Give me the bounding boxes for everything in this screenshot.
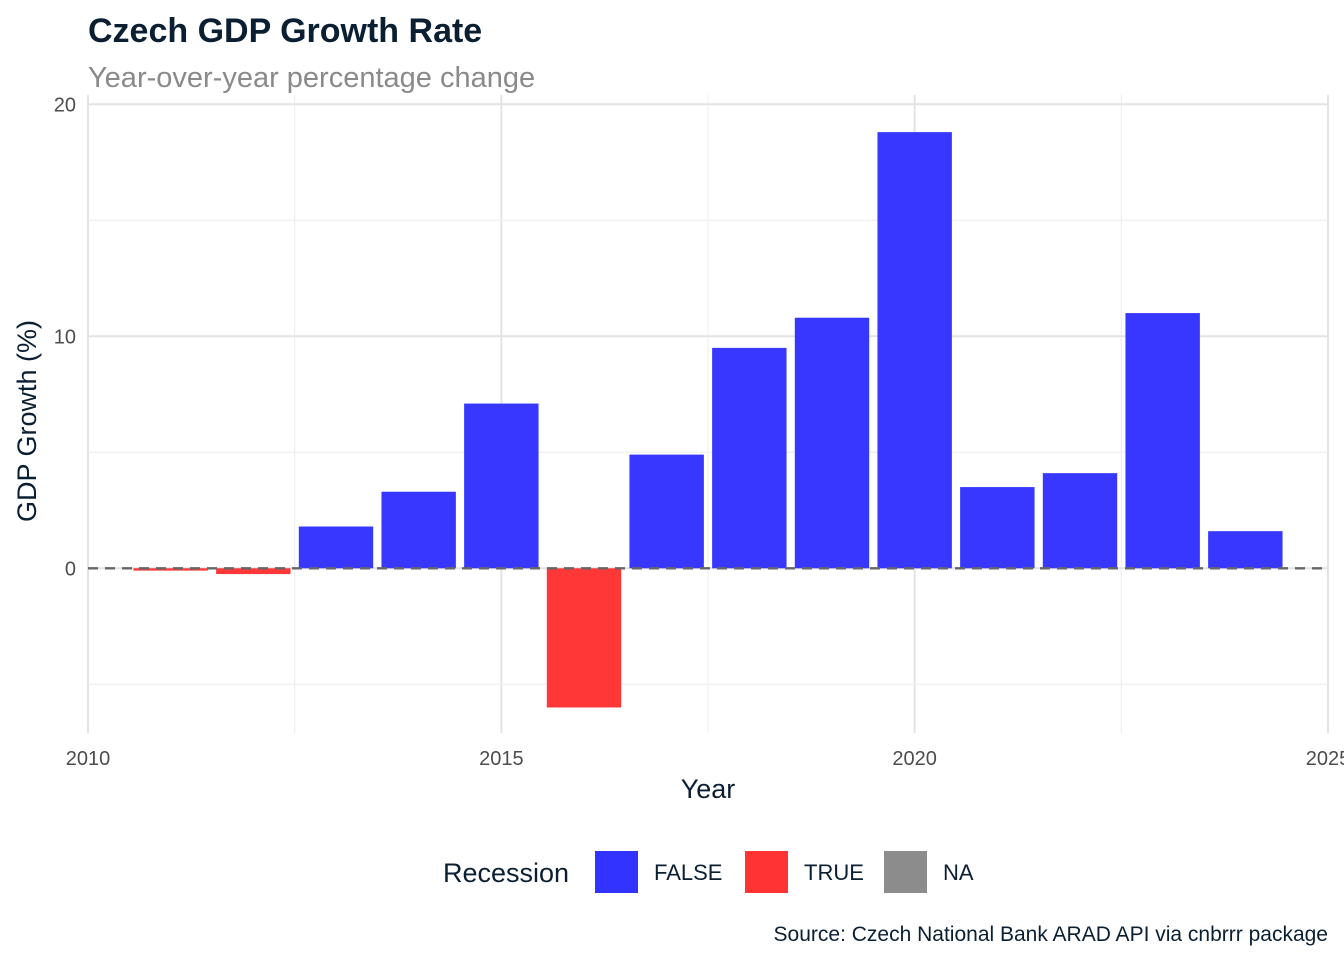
bar-2023	[1125, 313, 1200, 569]
chart-title: Czech GDP Growth Rate	[88, 12, 482, 50]
bar-2021	[960, 487, 1035, 569]
bar-2018	[712, 347, 787, 569]
legend-label-na: NA	[943, 860, 974, 885]
legend-label-true: TRUE	[804, 860, 864, 885]
y-tick-label: 20	[54, 94, 76, 116]
bar-2016	[546, 568, 622, 708]
bar-2020	[877, 132, 952, 569]
bar-2024	[1208, 531, 1283, 569]
bar-2017	[629, 454, 704, 569]
y-axis-ticks: 0 10 20	[54, 94, 76, 580]
legend: Recession FALSE TRUE NA	[443, 851, 974, 893]
legend-key-false	[595, 851, 638, 893]
x-tick-label: 2025	[1306, 748, 1344, 770]
legend-key-na	[884, 851, 927, 893]
bar-2013	[298, 526, 374, 569]
x-tick-label: 2010	[66, 748, 111, 770]
chart-subtitle: Year-over-year percentage change	[88, 62, 535, 94]
x-tick-label: 2015	[479, 748, 524, 770]
y-tick-label: 0	[65, 558, 76, 580]
x-axis-ticks: 2010 2015 2020 2025	[66, 748, 1344, 770]
legend-key-true	[745, 851, 788, 893]
bar-2012	[216, 568, 291, 575]
bar-2019	[794, 317, 870, 569]
x-tick-label: 2020	[892, 748, 937, 770]
bars	[133, 132, 1283, 708]
legend-title: Recession	[443, 858, 569, 888]
legend-label-false: FALSE	[654, 860, 722, 885]
chart-caption: Source: Czech National Bank ARAD API via…	[774, 923, 1328, 946]
bar-2022	[1042, 473, 1118, 569]
y-axis-title: GDP Growth (%)	[12, 320, 42, 522]
bar-2011	[133, 568, 208, 571]
x-axis-title: Year	[681, 774, 736, 804]
y-tick-label: 10	[54, 326, 76, 348]
bar-2014	[381, 491, 456, 569]
bar-2015	[464, 403, 539, 569]
